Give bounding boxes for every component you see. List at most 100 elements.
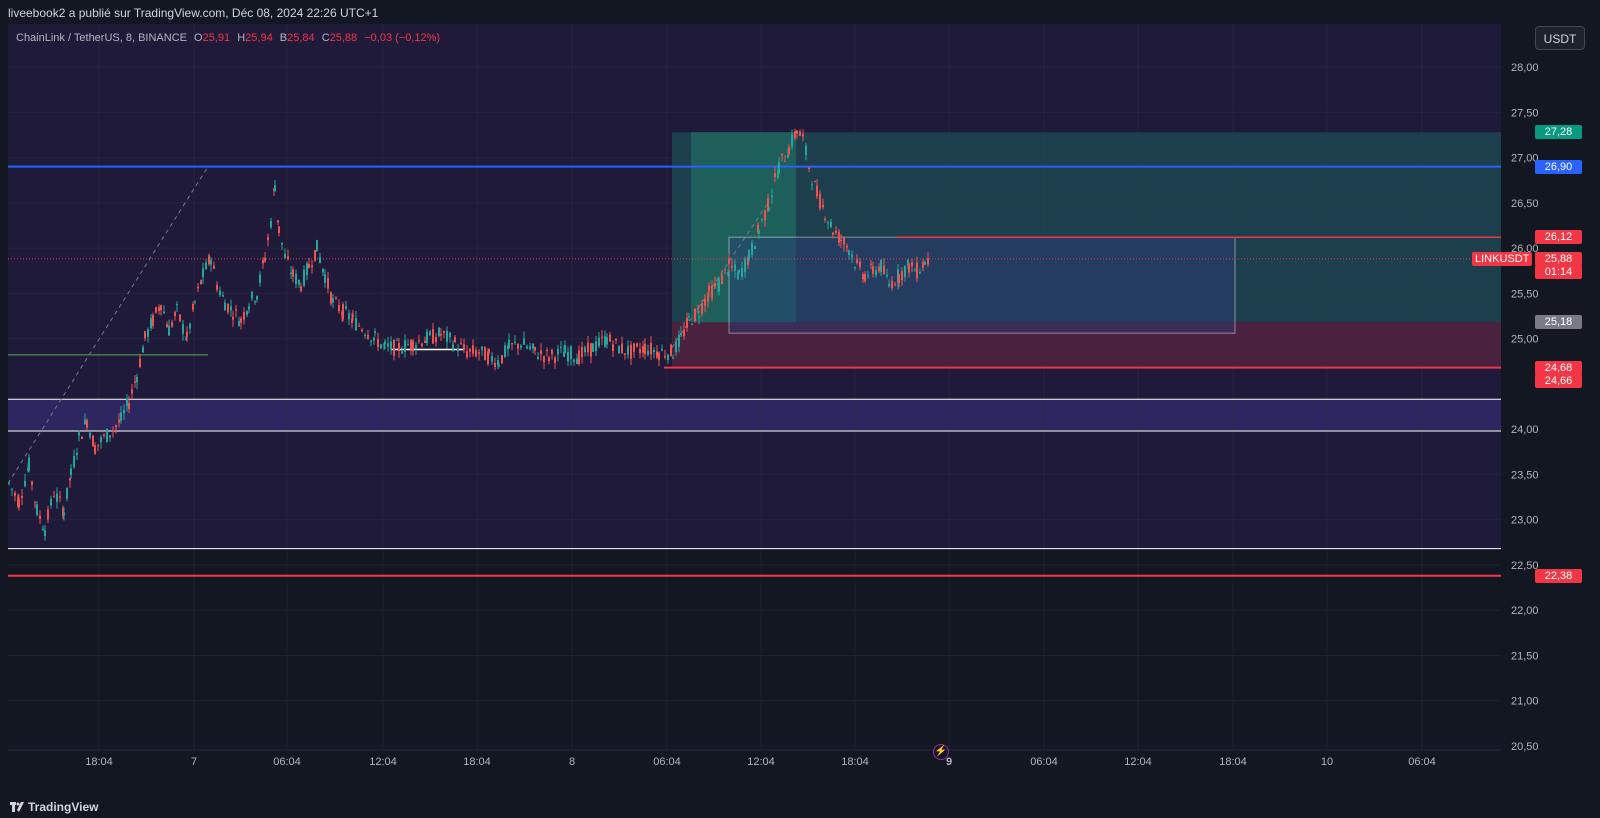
candle-body [158,307,160,311]
candle-body [418,340,420,342]
candle-body [875,269,877,276]
symbol-name[interactable]: ChainLink / TetherUS, 8, BINANCE [16,32,187,44]
price-tag: 01:14 [1535,264,1582,279]
candle-body [911,262,913,267]
candle-body [396,339,398,341]
candle-body [711,285,713,299]
candle-body [661,348,663,351]
candle-body [846,245,848,248]
candle-body [383,344,385,346]
candle-body [656,351,658,358]
candle-body [348,313,350,320]
candle-body [469,348,471,352]
candle-body [714,283,716,288]
candle-body [754,245,756,249]
candle-body [179,314,181,322]
candle-body [532,343,534,349]
candle-body [139,358,141,367]
candle-body [788,147,790,155]
price-tag: 25,88 [1535,251,1582,266]
candle-body [737,271,739,280]
price-chart[interactable]: 28,0027,5027,0026,5026,0025,5025,0024,00… [8,24,1600,794]
candle-body [144,331,146,339]
candle-body [731,266,733,268]
candle-body [262,259,264,264]
bolt-icon[interactable]: ⚡ [933,744,949,760]
candle-body [120,412,122,421]
candle-body [31,481,33,486]
candle-body [69,478,71,481]
price-axis-label: 21,00 [1511,696,1539,708]
time-axis-label: 12:04 [369,756,397,768]
candle-body [748,250,750,261]
candle-body [342,304,344,320]
high-label: H [237,32,246,44]
candle-body [152,315,154,326]
candle-body [570,346,572,360]
candle-body [264,257,266,262]
candle-body [667,354,669,361]
price-axis-label: 27,50 [1511,107,1539,119]
candle-body [44,530,46,537]
price-axis-label: 24,00 [1511,424,1539,436]
candle-body [76,452,78,455]
currency-button[interactable]: USDT [1535,26,1585,50]
time-axis-label: 18:04 [463,756,491,768]
candle-body [647,350,649,355]
candle-body [358,325,360,327]
candle-body [697,307,699,310]
candle-body [824,218,826,220]
candle-body [446,330,448,342]
candle-body [274,185,276,192]
chart-area[interactable]: 28,00 27,50 27,00 26,50 26,00 25,50 25,00 24,00… [8,24,1600,794]
take-profit-zone [672,132,1501,323]
candle-body [494,363,496,367]
candle-body [627,346,629,355]
candle-body [330,292,332,304]
candle-body [8,482,10,484]
candle-body [639,349,641,354]
candle-body [243,312,245,320]
candle-body [554,357,556,363]
candle-body [488,349,490,353]
candle-body [747,257,749,265]
candle-body [63,512,65,516]
candle-body [118,419,120,423]
candle-body [501,355,503,363]
candle-body [814,181,816,183]
candle-body [168,325,170,336]
candle-body [460,343,462,345]
price-axis-label: 25,00 [1511,334,1539,346]
candle-body [878,266,880,272]
candle-body [686,317,688,328]
candle-body [924,262,926,265]
candle-body [840,239,842,241]
candle-body [163,311,165,314]
trend-line [671,202,769,348]
candle-body [277,220,279,223]
candle-body [300,286,302,291]
candle-body [624,353,626,355]
candle-body [426,331,428,344]
candle-body [478,352,480,354]
candle-body [463,344,465,350]
candle-body [529,346,531,350]
candle-body [777,170,779,178]
close-value: 25,88 [329,32,358,44]
candle-body [573,359,575,363]
candle-body [721,274,723,285]
candle-body [504,345,506,357]
candle-body [551,349,553,355]
footer-bar: TradingView [0,794,1600,818]
candle-body [62,507,64,517]
candle-body [598,337,600,347]
candle-body [612,344,614,352]
candle-body [757,224,759,233]
candle-body [136,376,138,383]
tradingview-logo[interactable]: TradingView [10,800,98,814]
candle-body [240,318,242,323]
candle-body [472,345,474,354]
candle-body [374,331,376,334]
candle-body [238,321,240,327]
candle-body [92,435,94,447]
